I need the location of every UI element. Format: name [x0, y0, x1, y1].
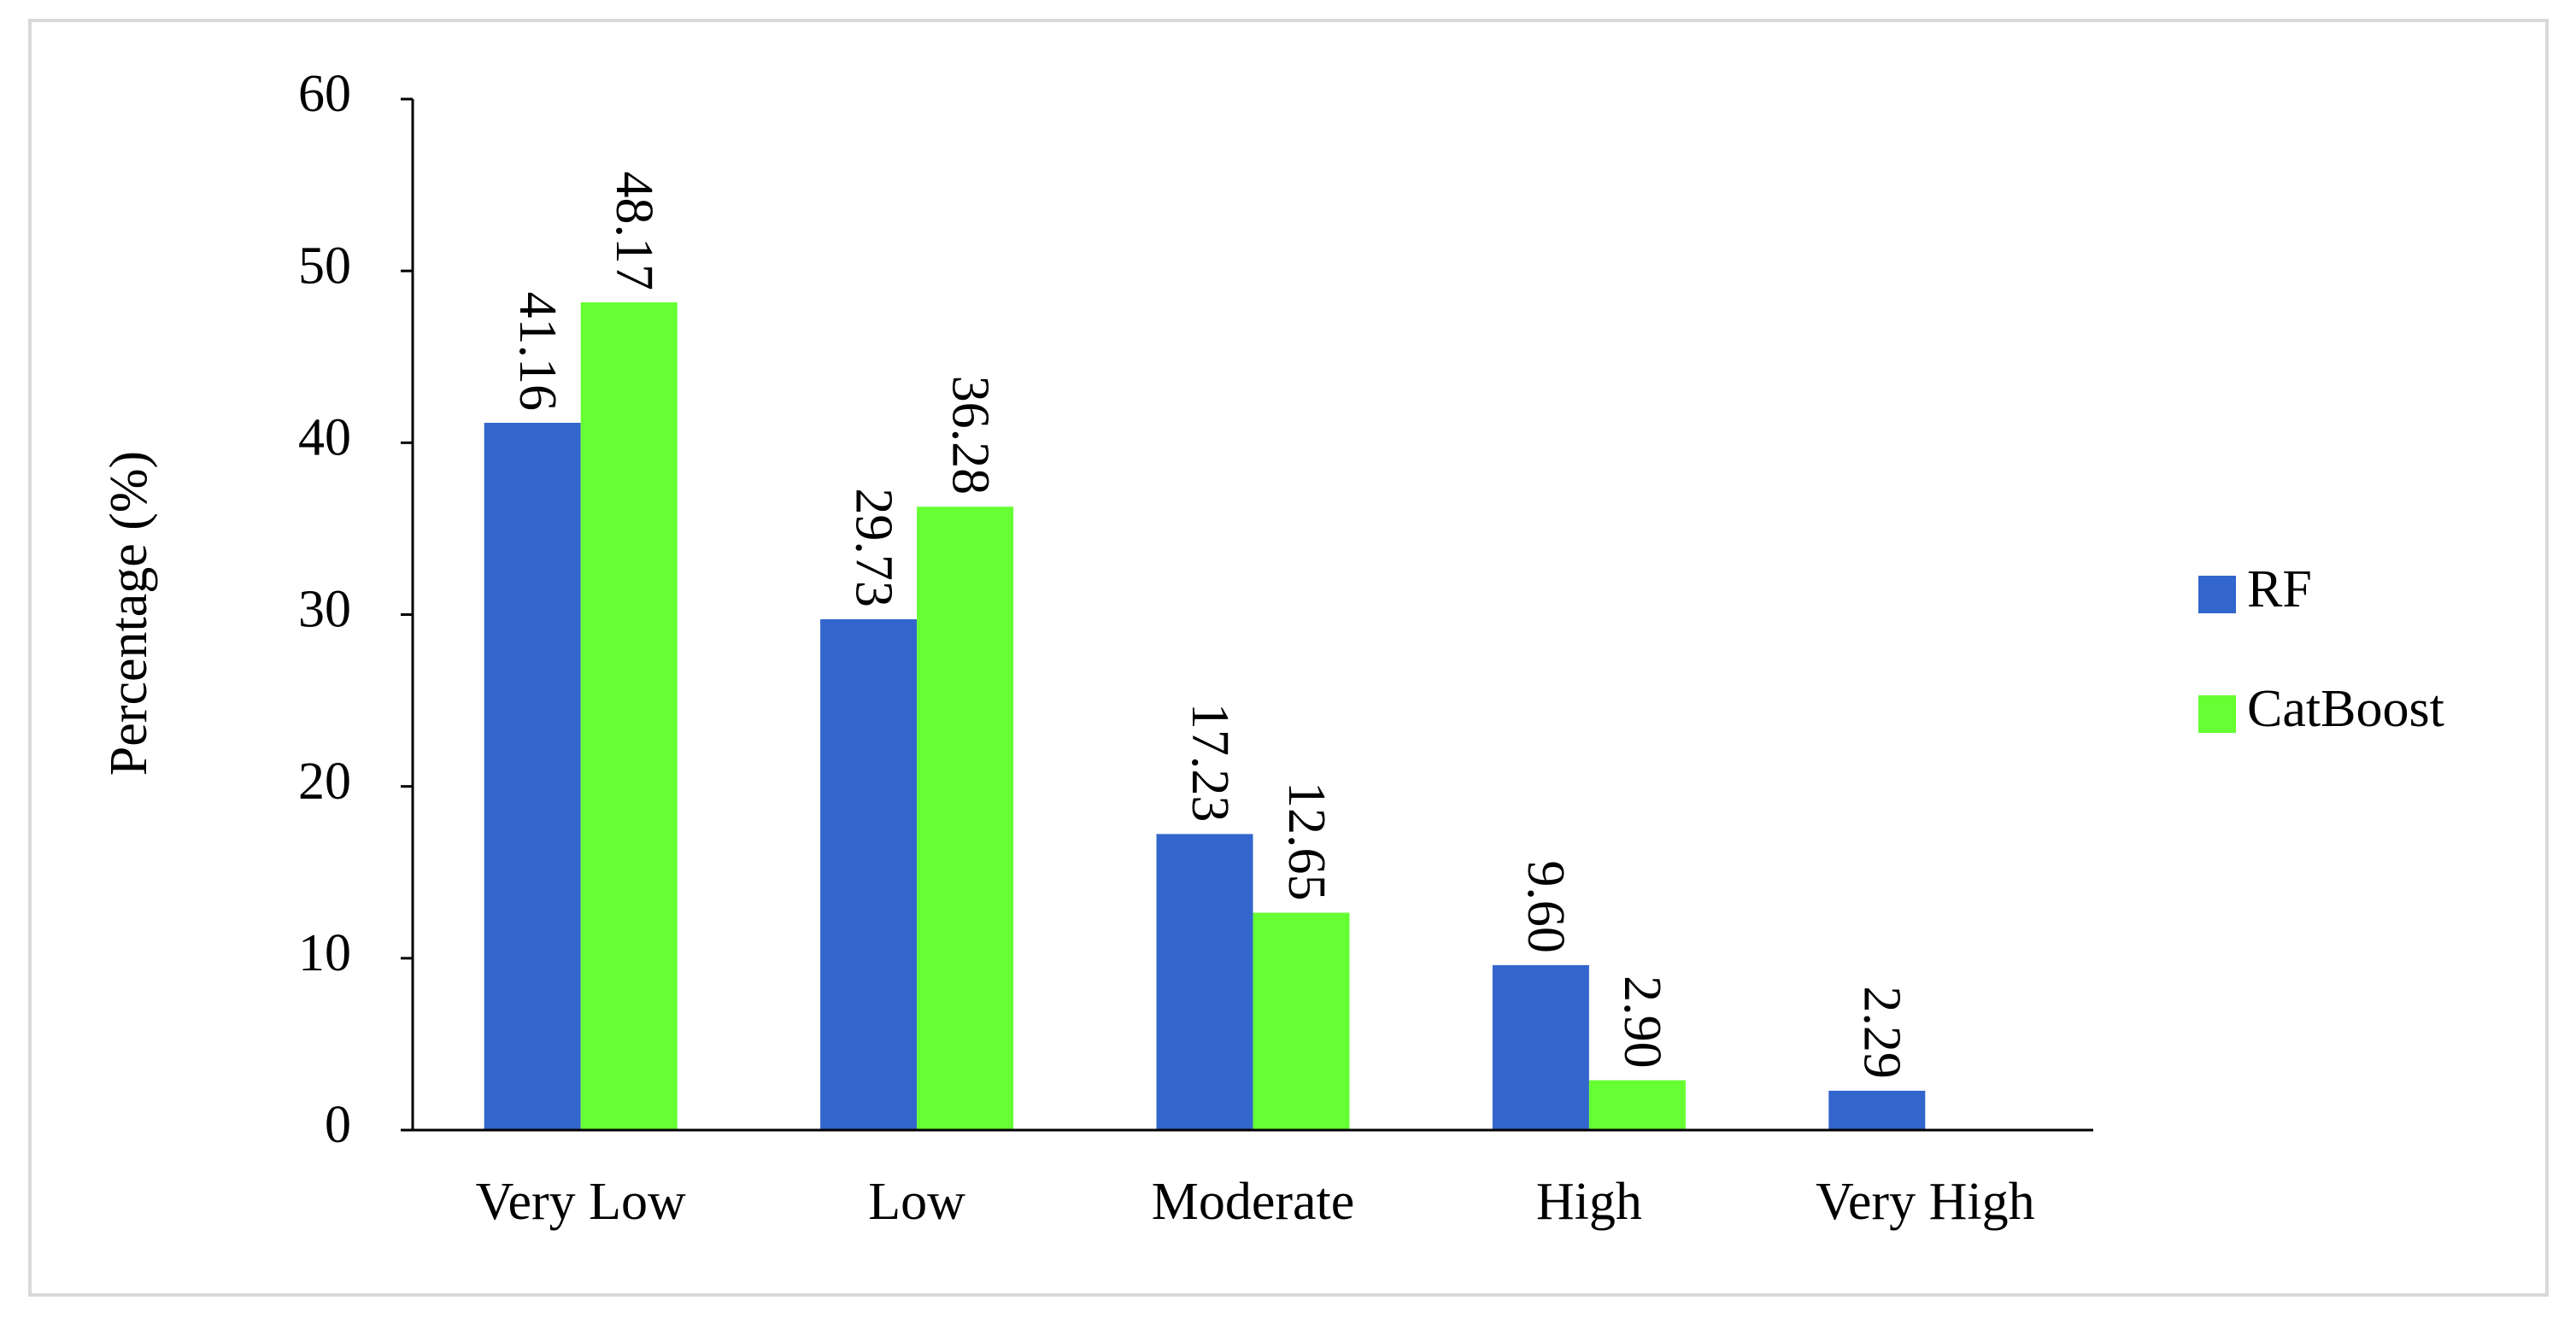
legend-swatch [2198, 695, 2236, 733]
y-axis-title: Percentage (%) [100, 451, 158, 776]
x-category-label: High [1536, 1173, 1642, 1231]
y-axis-ticks: 0 10 20 30 40 50 60 [298, 65, 413, 1154]
data-label: 2.29 [1853, 986, 1911, 1079]
data-label: 12.65 [1277, 782, 1335, 901]
y-tick-label: 30 [298, 581, 351, 639]
legend-label: RF [2247, 560, 2312, 618]
bar-rf-moderate [1156, 834, 1253, 1130]
data-label: 36.28 [941, 376, 999, 495]
y-tick-label: 20 [298, 753, 351, 811]
data-label: 17.23 [1181, 703, 1239, 823]
category-labels: Very Low Low Moderate High Very High [476, 1173, 2035, 1231]
data-label: 29.73 [844, 488, 902, 607]
legend-label: CatBoost [2247, 680, 2444, 738]
bars [484, 302, 1926, 1130]
bar-catboost-low [917, 507, 1014, 1130]
y-tick-label: 60 [298, 65, 351, 123]
y-tick-label: 50 [298, 237, 351, 295]
bar-rf-very-low [484, 422, 581, 1130]
data-label: 2.90 [1613, 975, 1671, 1069]
bar-catboost-very-low [580, 302, 678, 1130]
x-category-label: Very High [1816, 1173, 2035, 1231]
y-tick-label: 0 [325, 1096, 351, 1154]
data-label: 9.60 [1517, 860, 1575, 953]
data-label: 48.17 [605, 171, 663, 290]
x-category-label: Very Low [476, 1173, 686, 1231]
data-labels: 41.16 48.17 29.73 36.28 17.23 12.65 9.60 2.90 2.… [508, 171, 1911, 1078]
bar-catboost-high [1588, 1080, 1686, 1130]
bar-catboost-moderate [1253, 912, 1350, 1130]
y-tick-label: 40 [298, 409, 351, 467]
bar-rf-very-high [1828, 1090, 1926, 1130]
bar-rf-low [820, 618, 918, 1130]
y-tick-label: 10 [298, 924, 351, 982]
data-label: 41.16 [508, 291, 566, 411]
legend: RF CatBoost [2198, 560, 2444, 738]
x-category-label: Low [868, 1173, 965, 1231]
legend-swatch [2198, 576, 2236, 613]
x-category-label: Moderate [1152, 1173, 1355, 1231]
bar-rf-high [1492, 964, 1589, 1130]
